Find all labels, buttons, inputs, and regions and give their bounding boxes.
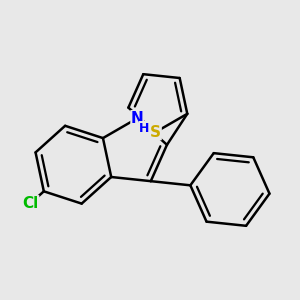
Text: Cl: Cl <box>22 196 39 211</box>
Text: H: H <box>139 122 150 135</box>
Text: N: N <box>131 111 144 126</box>
Text: S: S <box>150 124 161 140</box>
